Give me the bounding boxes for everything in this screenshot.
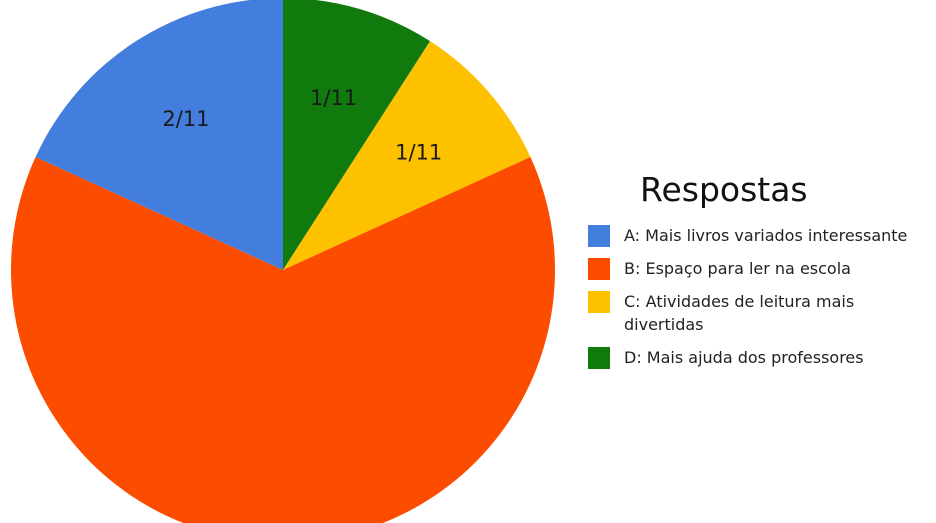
legend: A: Mais livros variados interessante B: … — [588, 224, 934, 379]
legend-label-b: B: Espaço para ler na escola — [624, 259, 851, 278]
slice-label-4: 2/11 — [162, 107, 209, 131]
pie-slice-1 — [283, 0, 431, 270]
legend-swatch-c — [588, 291, 610, 313]
legend-swatch-a — [588, 225, 610, 247]
pie-slice-3 — [11, 157, 555, 523]
legend-label-a: A: Mais livros variados interessante — [624, 226, 908, 245]
legend-label-d: D: Mais ajuda dos professores — [624, 348, 864, 367]
legend-title: Respostas — [640, 170, 808, 209]
legend-label-c: C: Atividades de leitura mais divertidas — [624, 292, 855, 334]
slice-label-2: 1/11 — [395, 140, 442, 164]
legend-item-c: C: Atividades de leitura mais divertidas — [588, 290, 934, 336]
legend-item-b: B: Espaço para ler na escola — [588, 257, 934, 280]
pie-slices — [11, 0, 555, 523]
legend-item-d: D: Mais ajuda dos professores — [588, 346, 934, 369]
legend-swatch-d — [588, 347, 610, 369]
slice-label-1: 1/11 — [310, 86, 357, 110]
legend-swatch-b — [588, 258, 610, 280]
pie-labels: 1/11 1/11 2/11 — [162, 86, 442, 165]
pie-slice-2 — [283, 41, 531, 270]
legend-item-a: A: Mais livros variados interessante — [588, 224, 934, 247]
pie-slice-4 — [35, 0, 283, 270]
